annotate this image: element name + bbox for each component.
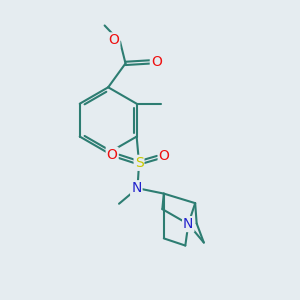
- Text: O: O: [151, 55, 162, 69]
- Text: O: O: [107, 148, 118, 162]
- Text: O: O: [159, 149, 170, 163]
- Text: S: S: [135, 156, 143, 170]
- Text: N: N: [131, 181, 142, 195]
- Text: N: N: [183, 217, 194, 231]
- Text: O: O: [108, 33, 119, 47]
